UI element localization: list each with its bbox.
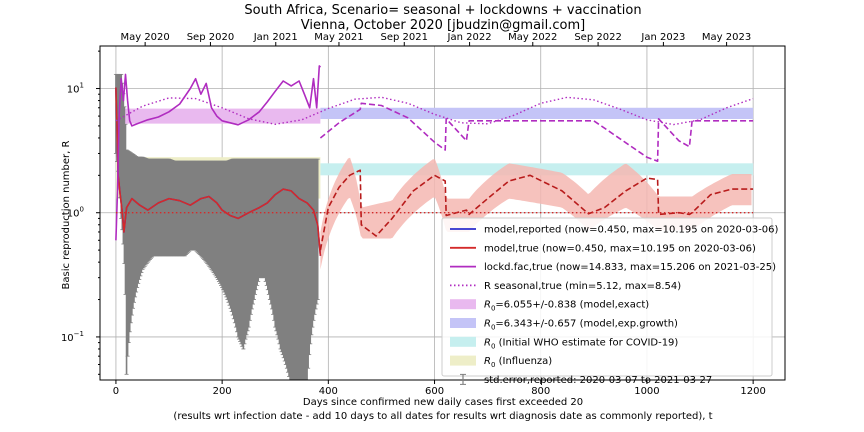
legend-box (441, 217, 773, 377)
legend-label: std.error,reported: 2020-03-07 to 2021-0… (484, 375, 712, 386)
plot-area: 0 200 400 600 800 1000 1200 May 2020 Sep 2020 Jan… (61, 32, 786, 397)
series-line (115, 65, 322, 241)
top-tick-label: May 2021 (314, 32, 363, 43)
chart-title-line2: Vienna, October 2020 [jbudzin@gmail.com] (301, 18, 585, 33)
legend-label: R seasonal,true (min=5.12, max=8.54) (484, 281, 681, 292)
x-axis-label-line2: (results wrt infection date - add 10 day… (173, 411, 712, 422)
legend-band-swatch (450, 336, 476, 347)
legend-label: R0 (Influenza) (484, 356, 552, 369)
plot-content (100, 46, 785, 380)
x-tick-label: 0 (113, 386, 119, 397)
x-tick-label: 200 (213, 386, 232, 397)
x-tick-label: 400 (319, 386, 338, 397)
band-rect (115, 108, 321, 124)
series-line (319, 102, 754, 162)
top-tick-label: Jan 2022 (447, 32, 492, 43)
band-rect (320, 107, 754, 119)
series-line (115, 87, 322, 256)
x-tick-label: 800 (531, 386, 550, 397)
projection-band (320, 157, 752, 270)
chart-title-line1: South Africa, Scenario= seasonal + lockd… (244, 3, 641, 18)
top-tick-label: Jan 2021 (253, 32, 298, 43)
series-line (115, 96, 754, 126)
legend-label: model,true (now=0.450, max=10.195 on 202… (484, 243, 756, 254)
top-tick-label: Sep 2022 (574, 32, 621, 43)
x-tick-label: 1200 (740, 386, 765, 397)
legend-label: lockd.fac,true (now=14.833, max=15.206 o… (484, 262, 776, 273)
top-tick-label: May 2023 (702, 32, 751, 43)
top-tick-label: Sep 2021 (381, 32, 428, 43)
x-axis-label-line1: Days since confirmed new daily cases fir… (303, 397, 583, 408)
legend-label: R0=6.343+/-0.657 (model,exp.growth) (484, 319, 678, 332)
legend-band-swatch (450, 299, 476, 310)
x-tick-label: 1000 (634, 386, 659, 397)
y-tick-label: 101 (67, 82, 84, 96)
legend-band-swatch (450, 355, 476, 366)
x-tick-label: 600 (425, 386, 444, 397)
legend-label: model,reported (now=0.450, max=10.195 on… (484, 225, 779, 236)
y-axis-label: Basic reproduction number, R (61, 140, 72, 289)
legend-band-swatch (450, 318, 476, 328)
legend-label: R0=6.055+/-0.838 (model,exact) (484, 300, 649, 313)
top-tick-label: May 2022 (508, 32, 557, 43)
legend-label: R0 (Initial WHO estimate for COVID-19) (484, 337, 678, 350)
top-tick-label: May 2020 (120, 32, 169, 43)
top-tick-label: Jan 2023 (640, 32, 685, 43)
top-tick-label: Sep 2020 (187, 32, 234, 43)
y-tick-label: 10−1 (61, 330, 84, 344)
